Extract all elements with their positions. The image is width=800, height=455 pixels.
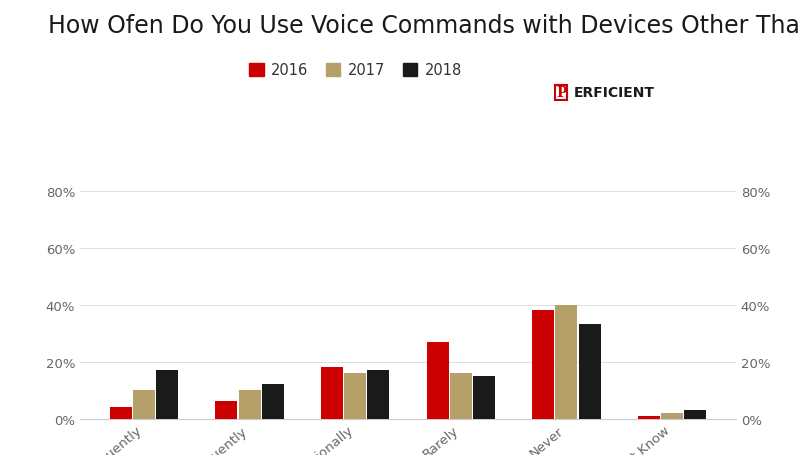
Legend: 2016, 2017, 2018: 2016, 2017, 2018 [243, 57, 468, 84]
Bar [426, 342, 449, 419]
Bar [215, 402, 238, 419]
Text: P: P [556, 86, 566, 100]
Bar [321, 368, 343, 419]
Bar [133, 390, 155, 419]
Bar [262, 384, 284, 419]
Bar [555, 305, 578, 419]
Bar [473, 376, 495, 419]
Bar [344, 373, 366, 419]
Text: How Ofen Do You Use Voice Commands with Devices Other Than Your Phone: How Ofen Do You Use Voice Commands with … [48, 14, 800, 38]
Bar [661, 413, 683, 419]
Bar [684, 410, 706, 419]
Bar [367, 370, 390, 419]
Text: ERFICIENT: ERFICIENT [574, 86, 654, 100]
Bar [532, 310, 554, 419]
Bar [238, 390, 261, 419]
Bar [450, 373, 472, 419]
Bar [638, 416, 660, 419]
Bar [578, 325, 601, 419]
Bar [110, 407, 132, 419]
Bar [156, 370, 178, 419]
